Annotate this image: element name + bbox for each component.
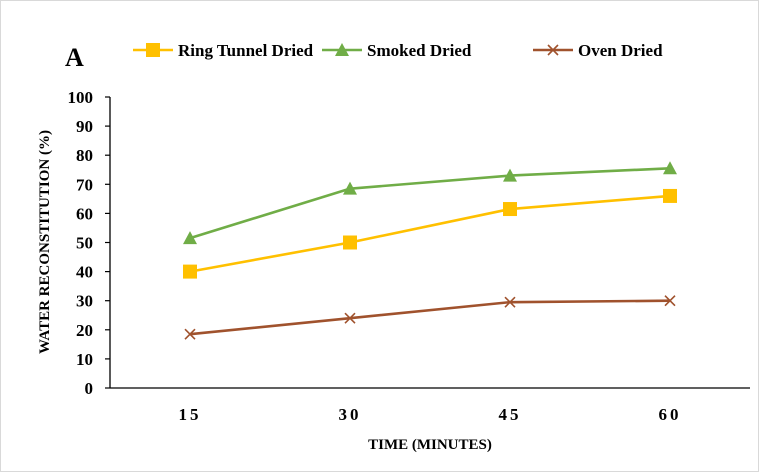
legend-item-ring-tunnel-dried: Ring Tunnel Dried [133, 41, 314, 60]
y-tick-label: 0 [85, 379, 94, 398]
data-point-oven-dried [664, 295, 676, 307]
y-tick-label: 80 [76, 146, 93, 165]
series-ring-tunnel-dried [183, 188, 677, 279]
series-line-ring-tunnel-dried [189, 194, 671, 273]
x-axis: 15 30 45 60 [110, 387, 750, 424]
x-tick-label: 45 [499, 405, 522, 424]
data-point-smoked-dried [663, 161, 677, 175]
series-line-smoked-dried [189, 166, 671, 240]
legend-marker [335, 43, 349, 56]
data-point-ring-tunnel-dried [663, 188, 677, 203]
x-tick-label: 30 [339, 405, 362, 424]
data-point-ring-tunnel-dried [183, 264, 197, 279]
legend-item-smoked-dried: Smoked Dried [322, 41, 472, 60]
y-tick-label: 10 [76, 350, 93, 369]
x-tick-label: 15 [179, 405, 202, 424]
data-point-ring-tunnel-dried [343, 235, 357, 250]
y-tick-label: 40 [76, 263, 93, 282]
series-line-oven-dried [189, 299, 671, 336]
legend-marker [547, 44, 559, 56]
data-point-smoked-dried [183, 231, 197, 245]
y-tick-label: 60 [76, 204, 93, 223]
y-tick-label: 50 [76, 234, 93, 253]
legend-label: Ring Tunnel Dried [178, 41, 314, 60]
panel-label: A [65, 43, 84, 72]
series-smoked-dried [183, 161, 677, 245]
y-tick-label: 100 [68, 88, 94, 107]
y-tick-label: 70 [76, 175, 93, 194]
y-tick-label: 30 [76, 292, 93, 311]
series-oven-dried [184, 295, 676, 340]
legend-label: Smoked Dried [367, 41, 472, 60]
legend-marker [146, 43, 160, 57]
x-axis-title: TIME (MINUTES) [368, 437, 492, 453]
y-tick-label: 90 [76, 117, 93, 136]
data-point-oven-dried [504, 296, 516, 308]
plot-area [183, 161, 677, 340]
data-point-smoked-dried [343, 181, 357, 195]
data-point-smoked-dried [503, 168, 517, 182]
x-tick-label: 60 [659, 405, 682, 424]
data-point-ring-tunnel-dried [503, 202, 517, 217]
legend-label: Oven Dried [578, 41, 663, 60]
y-axis-title: WATER RECONSTITUTION (%) [37, 130, 53, 354]
legend: Ring Tunnel Dried Smoked Dried Oven Dried [133, 41, 663, 60]
data-point-oven-dried [344, 312, 356, 324]
data-point-oven-dried [184, 328, 196, 340]
y-tick-label: 20 [76, 321, 93, 340]
legend-item-oven-dried: Oven Dried [533, 41, 663, 60]
y-axis: 0 10 20 30 40 50 60 70 80 90 100 [68, 88, 111, 398]
